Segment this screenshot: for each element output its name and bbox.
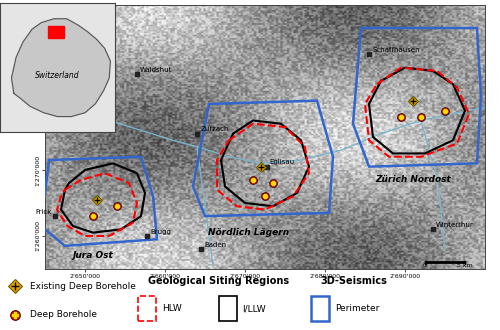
Text: Jura Ost: Jura Ost [72,251,114,260]
Text: Eglisau: Eglisau [270,159,295,165]
Bar [138,296,156,321]
Text: 0: 0 [423,263,427,268]
Text: Nördlich Lägern: Nördlich Lägern [208,228,290,237]
Bar [218,296,236,321]
Text: Geological Siting Regions: Geological Siting Regions [148,276,288,286]
Text: Waldshut: Waldshut [140,67,172,73]
Bar [311,296,329,321]
Text: Frick: Frick [35,209,51,215]
Bar [48,26,64,38]
Text: HLW: HLW [162,304,182,313]
Text: 3D-Seismics: 3D-Seismics [320,276,387,286]
Text: Existing Deep Borehole: Existing Deep Borehole [30,281,136,290]
Text: Baden: Baden [204,242,227,248]
Text: Zürich Nordost: Zürich Nordost [375,175,451,184]
Text: Deep Borehole: Deep Borehole [30,310,97,319]
Text: Zurzach: Zurzach [200,126,228,132]
Text: Brugg: Brugg [150,229,172,235]
Text: Perimeter: Perimeter [335,304,380,313]
Text: I/LLW: I/LLW [242,304,266,313]
Polygon shape [12,19,110,116]
Text: Schaffhausen: Schaffhausen [372,47,420,53]
Text: 5 km: 5 km [457,263,473,268]
Text: Switzerland: Switzerland [35,71,80,80]
Text: Winterthur: Winterthur [436,222,474,228]
